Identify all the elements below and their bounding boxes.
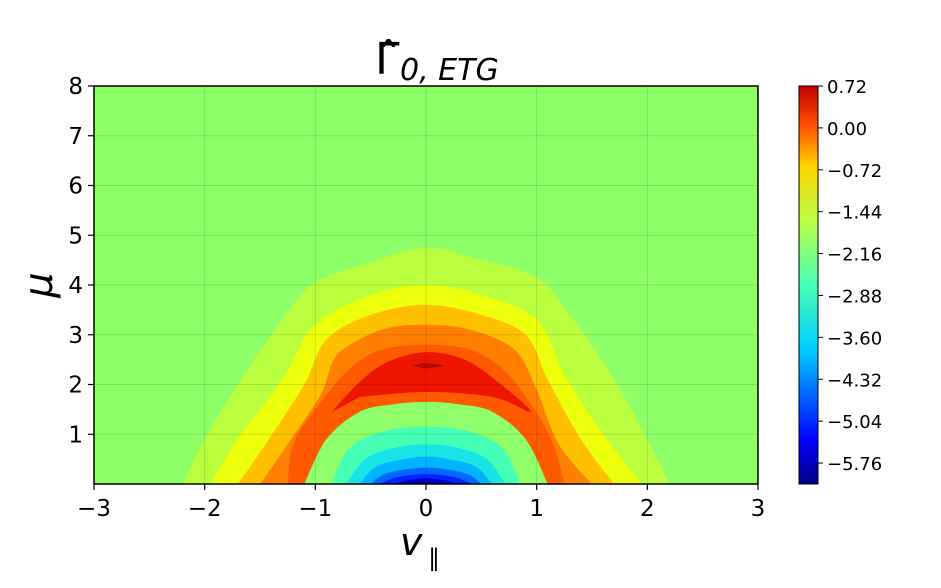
x-tick-label-4: 1 <box>529 496 544 522</box>
chart-title-subscript: 0, ETG <box>400 53 499 88</box>
y-tick-label-5: 6 <box>68 174 83 200</box>
colorbar-tick-label-7: −4.32 <box>827 370 882 391</box>
contour-level-5 <box>331 352 532 413</box>
colorbar-gradient <box>798 85 819 485</box>
x-axis-label-text: v <box>400 520 423 564</box>
contour-fills <box>182 247 670 484</box>
colorbar-tick-label-0: 0.72 <box>827 77 867 98</box>
colorbar-tick-label-2: −0.72 <box>827 161 882 182</box>
contour-level-6 <box>412 363 444 369</box>
x-tick-label-3: 0 <box>419 496 434 522</box>
colorbar: 0.72 0.00 −0.72 −1.44 −2.16 −2.88 −3.60 −4.32 −5… <box>798 77 882 485</box>
colorbar-tick-label-5: −2.88 <box>827 286 882 307</box>
grid-lines <box>94 86 758 484</box>
colorbar-tick-label-8: −5.04 <box>827 412 882 433</box>
y-tick-label-3: 4 <box>68 273 83 299</box>
chart-title: Γ̂ 0, ETG <box>375 34 499 88</box>
contour-level-13 <box>392 478 460 484</box>
y-tick-label-2: 3 <box>68 323 83 349</box>
x-tick-label-5: 2 <box>640 496 655 522</box>
y-tick-label-1: 2 <box>68 373 83 399</box>
x-axis: −3 −2 −1 0 1 2 3 <box>77 484 765 522</box>
colorbar-tick-label-9: −5.76 <box>827 454 882 475</box>
y-tick-label-7: 8 <box>68 74 83 100</box>
chart-title-symbol: Γ̂ <box>375 34 400 85</box>
y-tick-label-0: 1 <box>68 422 83 448</box>
colorbar-tick-label-3: −1.44 <box>827 203 882 224</box>
colorbar-tick-label-1: 0.00 <box>827 119 867 140</box>
colorbar-tick-label-6: −3.60 <box>827 328 882 349</box>
y-tick-label-6: 7 <box>68 124 83 150</box>
colorbar-tick-label-4: −2.16 <box>827 245 882 266</box>
y-axis-label: μ <box>16 272 62 298</box>
x-axis-label: v ∥ <box>400 520 440 572</box>
x-tick-label-0: −3 <box>77 496 111 522</box>
x-tick-label-6: 3 <box>751 496 766 522</box>
colorbar-ticks: 0.72 0.00 −0.72 −1.44 −2.16 −2.88 −3.60 −4.32 −5… <box>818 77 882 475</box>
x-axis-label-subscript: ∥ <box>428 544 440 572</box>
y-axis: 1 2 3 4 5 6 7 8 <box>68 74 94 448</box>
plot-area <box>94 86 758 484</box>
x-tick-label-1: −2 <box>188 496 222 522</box>
x-tick-label-2: −1 <box>298 496 332 522</box>
y-tick-label-4: 5 <box>68 223 83 249</box>
